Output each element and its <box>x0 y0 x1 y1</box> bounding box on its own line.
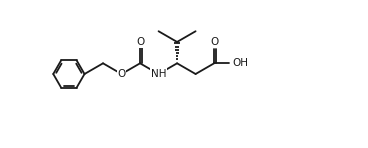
Text: O: O <box>117 69 125 79</box>
Text: O: O <box>136 37 144 47</box>
Text: O: O <box>210 37 218 47</box>
Text: OH: OH <box>232 58 248 68</box>
Text: NH: NH <box>151 69 166 79</box>
